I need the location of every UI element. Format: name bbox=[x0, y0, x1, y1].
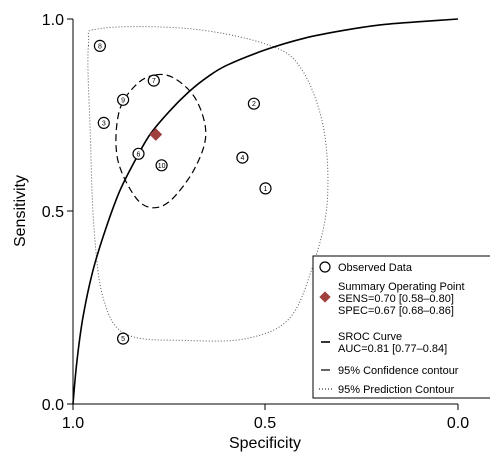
legend-summary-marker bbox=[319, 291, 331, 303]
legend-observed-label: Observed Data bbox=[338, 262, 413, 274]
sroc-curve bbox=[72, 18, 459, 405]
observed-point-9 bbox=[116, 93, 130, 106]
legend-summary-title: Summary Operating Point bbox=[338, 281, 465, 293]
legend-summary-spec: SPEC=0.67 [0.68–0.86] bbox=[338, 305, 454, 317]
observed-point-10 bbox=[155, 159, 168, 172]
observed-point-6 bbox=[132, 147, 145, 160]
x-axis-title: Specificity bbox=[229, 435, 301, 452]
y-tick-label-0: 0.0 bbox=[42, 397, 64, 414]
observed-point-label-4: 4 bbox=[240, 155, 244, 162]
observed-point-label-3: 3 bbox=[102, 120, 106, 127]
legend-summary-sens: SENS=0.70 [0.58–0.80] bbox=[338, 293, 454, 305]
legend-sroc-title: SROC Curve bbox=[338, 331, 402, 343]
legend-box bbox=[312, 255, 490, 399]
observed-point-7 bbox=[147, 74, 160, 87]
observed-point-3 bbox=[97, 116, 110, 130]
y-tick-label-1: 0.5 bbox=[42, 204, 64, 221]
summary-operating-point bbox=[149, 128, 163, 141]
legend-confidence-label: 95% Confidence contour bbox=[338, 365, 459, 377]
legend-observed-marker bbox=[319, 261, 331, 273]
x-tick-label-0: 1.0 bbox=[62, 415, 84, 432]
plot-layer: 1 2 3 4 5 6 7 8 9 10 bbox=[72, 18, 459, 405]
observed-point-label-2: 2 bbox=[252, 101, 256, 108]
observed-point-5 bbox=[116, 332, 130, 345]
observed-point-label-5: 5 bbox=[121, 336, 125, 343]
observed-point-4 bbox=[236, 151, 249, 164]
x-tick-label-1: 0.5 bbox=[254, 415, 276, 432]
legend-prediction-label: 95% Prediction Contour bbox=[338, 384, 455, 396]
observed-point-label-10: 10 bbox=[158, 163, 166, 170]
observed-point-label-1: 1 bbox=[264, 186, 268, 193]
observed-point-2 bbox=[247, 97, 260, 110]
y-axis-title: Sensitivity bbox=[12, 175, 29, 247]
observed-point-label-8: 8 bbox=[98, 43, 102, 50]
legend-sroc-auc: AUC=0.81 [0.77–0.84] bbox=[338, 343, 447, 355]
legend: Observed Data Summary Operating Point SE… bbox=[312, 255, 490, 399]
observed-point-1 bbox=[259, 182, 272, 195]
y-tick-label-2: 1.0 bbox=[42, 12, 64, 29]
confidence-contour bbox=[115, 73, 207, 209]
prediction-contour bbox=[87, 26, 329, 342]
observed-point-label-6: 6 bbox=[137, 151, 141, 158]
x-tick-label-2: 0.0 bbox=[447, 415, 469, 432]
observed-point-8 bbox=[93, 39, 107, 53]
observed-point-label-7: 7 bbox=[152, 78, 156, 85]
observed-point-label-9: 9 bbox=[121, 97, 125, 104]
